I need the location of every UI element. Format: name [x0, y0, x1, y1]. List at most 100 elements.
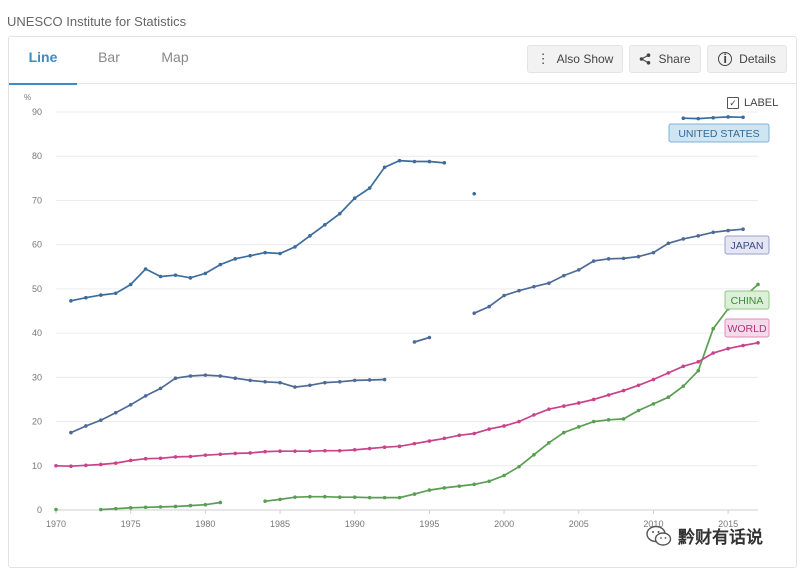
data-point-japan: [158, 386, 163, 391]
data-point-united-states: [99, 293, 103, 297]
details-button[interactable]: i Details: [707, 45, 787, 73]
data-point-japan: [143, 394, 148, 398]
label-checkbox[interactable]: ✓: [727, 97, 739, 109]
data-point-world: [487, 427, 491, 431]
x-tick-label: 2000: [494, 519, 514, 529]
share-label: Share: [658, 52, 691, 66]
data-point-china: [113, 506, 118, 511]
x-tick-label: 2015: [718, 519, 738, 529]
data-point-japan: [562, 273, 566, 278]
share-button[interactable]: Share: [629, 45, 701, 73]
data-point-united-states: [233, 257, 238, 261]
data-point-china: [562, 430, 566, 435]
data-point-united-states: [203, 271, 208, 276]
data-point-china: [576, 425, 581, 429]
data-point-japan: [128, 402, 133, 407]
y-tick-label: 60: [32, 240, 42, 250]
source-title: UNESCO Institute for Statistics: [7, 14, 187, 29]
data-point-china: [54, 507, 58, 512]
label-toggle[interactable]: ✓ LABEL: [727, 97, 778, 109]
data-point-china: [606, 417, 611, 422]
data-point-japan: [741, 227, 745, 231]
data-point-united-states: [293, 245, 297, 249]
data-point-united-states: [711, 115, 715, 120]
data-point-china: [666, 395, 671, 400]
data-point-japan: [263, 379, 267, 384]
data-point-united-states: [367, 186, 372, 190]
series-label-text: CHINA: [731, 295, 764, 307]
data-point-united-states: [278, 251, 282, 256]
data-point-united-states: [69, 299, 73, 303]
data-point-china: [532, 452, 536, 457]
y-tick-label: 0: [37, 505, 42, 515]
data-point-japan: [502, 293, 506, 298]
series-united-states: [69, 115, 745, 303]
data-point-united-states: [143, 267, 148, 271]
data-point-world: [756, 341, 760, 345]
data-point-united-states: [382, 165, 387, 170]
data-point-world: [457, 433, 462, 438]
data-point-japan: [337, 379, 342, 384]
data-point-china: [352, 495, 357, 499]
y-tick-label: 10: [32, 461, 42, 471]
series-line-japan: [70, 374, 385, 434]
data-point-china: [696, 368, 701, 373]
data-point-world: [248, 451, 252, 455]
data-point-japan: [278, 380, 282, 385]
data-point-china: [621, 417, 626, 421]
x-tick-label: 1985: [270, 519, 290, 529]
watermark-text: 黔财有话说: [678, 528, 763, 547]
y-tick-label: 90: [32, 107, 42, 117]
data-point-china: [756, 282, 760, 287]
data-point-world: [128, 458, 133, 463]
data-point-world: [412, 441, 417, 446]
data-point-japan: [352, 378, 357, 383]
data-point-world: [621, 388, 626, 393]
y-tick-label: 40: [32, 328, 42, 338]
also-show-button[interactable]: ⋮ Also Show: [527, 45, 623, 73]
data-point-world: [517, 419, 521, 424]
series-line-japan: [414, 336, 430, 343]
data-point-china: [143, 505, 148, 510]
series-label-box: [724, 235, 770, 255]
data-point-world: [696, 360, 701, 364]
data-point-united-states: [128, 282, 133, 287]
data-point-japan: [412, 340, 417, 344]
data-point-united-states: [337, 211, 342, 216]
data-point-world: [651, 377, 656, 382]
series-label-box: [724, 318, 770, 338]
label-toggle-text: LABEL: [744, 97, 779, 109]
data-point-china: [173, 504, 178, 509]
data-point-japan: [517, 288, 521, 293]
data-point-world: [532, 413, 536, 417]
x-tick-label: 1995: [419, 519, 439, 529]
data-point-world: [591, 397, 596, 402]
data-point-china: [382, 495, 387, 500]
tab-line[interactable]: Line: [9, 37, 77, 85]
data-point-japan: [547, 281, 551, 285]
data-point-united-states: [726, 115, 730, 119]
series-label-united-states: UNITED STATES: [668, 123, 770, 143]
data-point-world: [278, 449, 282, 453]
series-line-world: [55, 341, 759, 468]
data-point-china: [502, 473, 506, 478]
data-point-japan: [293, 385, 297, 389]
data-point-united-states: [308, 234, 312, 238]
data-point-china: [337, 495, 342, 499]
series-world: [54, 341, 760, 469]
series-label-world: WORLD: [724, 318, 770, 338]
data-point-china: [427, 488, 432, 492]
tab-bar-chart[interactable]: Bar: [98, 49, 120, 65]
data-point-china: [487, 479, 491, 484]
data-point-japan: [681, 237, 686, 241]
data-point-world: [666, 371, 671, 375]
data-point-china: [323, 494, 327, 499]
data-point-united-states: [397, 158, 402, 163]
data-point-japan: [323, 380, 327, 385]
data-point-world: [726, 346, 730, 351]
data-point-united-states: [323, 222, 327, 227]
data-point-world: [99, 462, 103, 467]
data-point-china: [278, 497, 282, 502]
data-point-united-states: [113, 291, 118, 296]
tab-map[interactable]: Map: [161, 49, 189, 65]
